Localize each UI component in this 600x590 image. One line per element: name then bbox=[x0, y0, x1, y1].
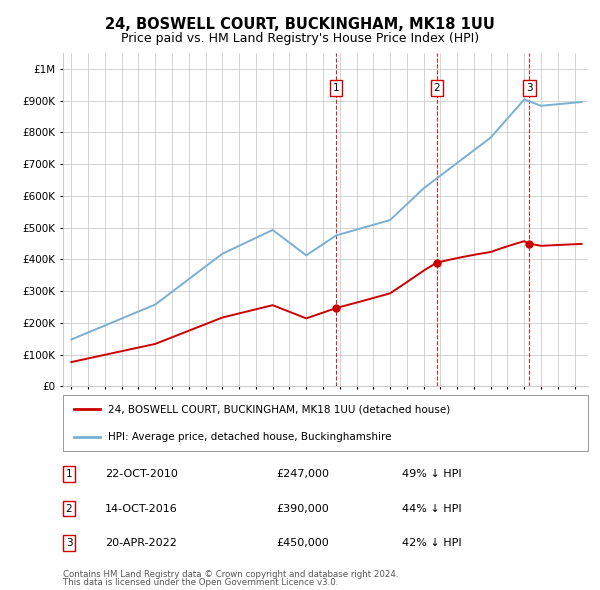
Point bbox=[331, 303, 341, 313]
Text: 20-APR-2022: 20-APR-2022 bbox=[105, 538, 177, 548]
Text: £247,000: £247,000 bbox=[276, 470, 329, 479]
Text: Contains HM Land Registry data © Crown copyright and database right 2024.: Contains HM Land Registry data © Crown c… bbox=[63, 571, 398, 579]
Text: 3: 3 bbox=[65, 538, 73, 548]
Text: 3: 3 bbox=[526, 83, 533, 93]
Text: 24, BOSWELL COURT, BUCKINGHAM, MK18 1UU: 24, BOSWELL COURT, BUCKINGHAM, MK18 1UU bbox=[105, 17, 495, 31]
Text: HPI: Average price, detached house, Buckinghamshire: HPI: Average price, detached house, Buck… bbox=[107, 432, 391, 442]
Text: 14-OCT-2016: 14-OCT-2016 bbox=[105, 504, 178, 513]
Text: 24, BOSWELL COURT, BUCKINGHAM, MK18 1UU (detached house): 24, BOSWELL COURT, BUCKINGHAM, MK18 1UU … bbox=[107, 404, 450, 414]
Text: £450,000: £450,000 bbox=[276, 538, 329, 548]
Text: 22-OCT-2010: 22-OCT-2010 bbox=[105, 470, 178, 479]
Text: 44% ↓ HPI: 44% ↓ HPI bbox=[402, 504, 461, 513]
Point bbox=[524, 239, 534, 248]
Point bbox=[432, 258, 442, 267]
Text: 49% ↓ HPI: 49% ↓ HPI bbox=[402, 470, 461, 479]
Text: 42% ↓ HPI: 42% ↓ HPI bbox=[402, 538, 461, 548]
Text: 1: 1 bbox=[333, 83, 340, 93]
Text: This data is licensed under the Open Government Licence v3.0.: This data is licensed under the Open Gov… bbox=[63, 578, 338, 587]
Text: £390,000: £390,000 bbox=[276, 504, 329, 513]
Text: 2: 2 bbox=[65, 504, 73, 513]
Text: 2: 2 bbox=[434, 83, 440, 93]
Text: Price paid vs. HM Land Registry's House Price Index (HPI): Price paid vs. HM Land Registry's House … bbox=[121, 32, 479, 45]
Text: 1: 1 bbox=[65, 470, 73, 479]
